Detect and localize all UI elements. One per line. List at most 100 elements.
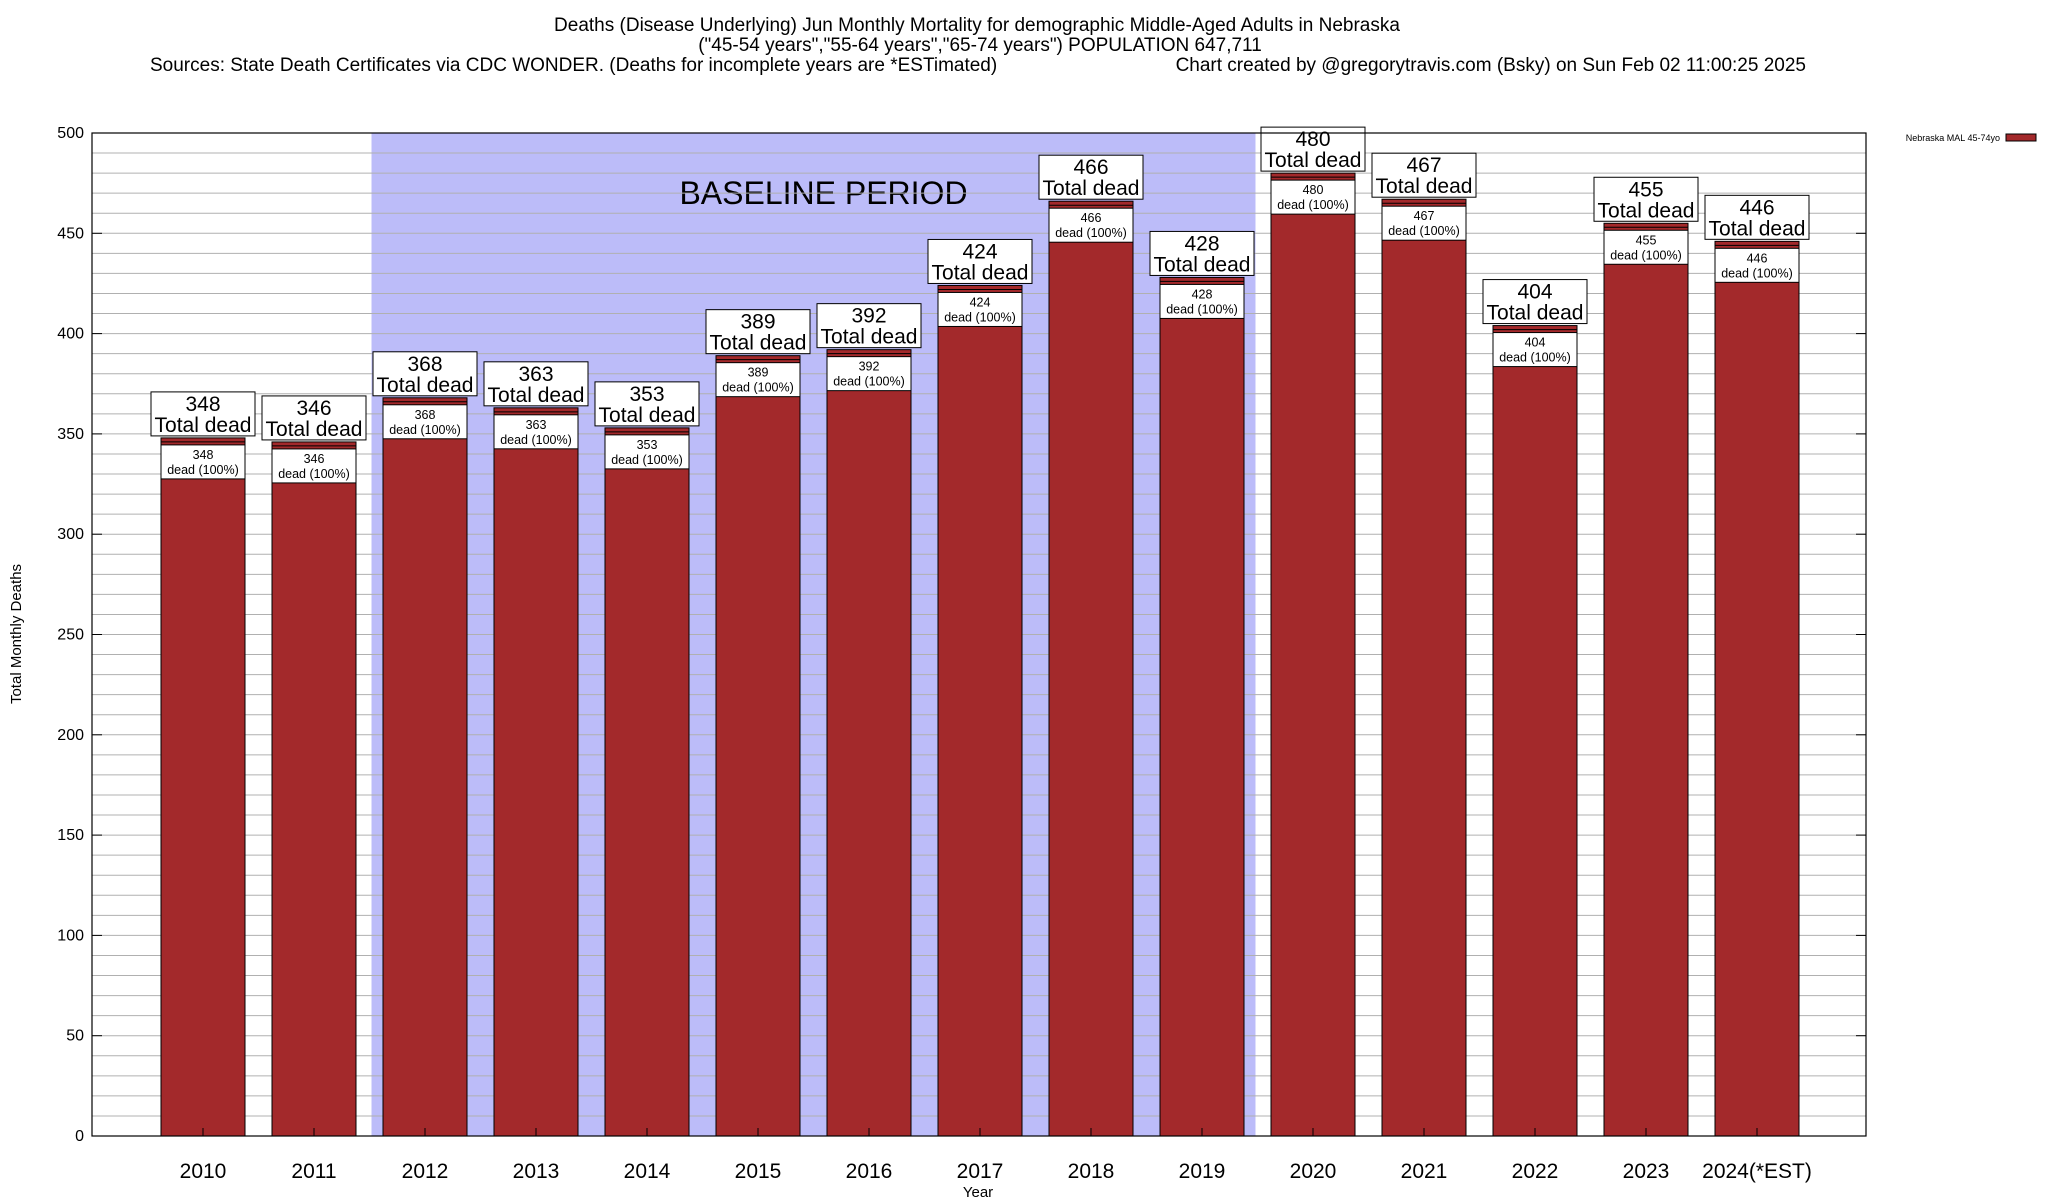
bar-2023 [1603,222,1689,1137]
inner-pct-label: dead (100%) [500,433,572,447]
x-axis-label: Year [963,1184,993,1200]
y-tick-label: 300 [57,526,84,543]
total-dead-label: Total dead [710,332,807,355]
bar-2020 [1270,172,1356,1137]
y-tick-label: 250 [57,627,84,644]
bars [160,172,1800,1137]
y-tick-label: 400 [57,326,84,343]
x-tick-label: 2022 [1512,1160,1559,1183]
inner-label-box [493,414,579,450]
legend-swatch [2005,133,2037,142]
inner-label-box [1381,205,1467,241]
bar-2012 [382,397,468,1137]
total-label-box [705,309,811,355]
total-value-label: 455 [1628,178,1663,201]
inner-label-box [1492,332,1578,368]
title-line-1: Deaths (Disease Underlying) Jun Monthly … [554,15,1400,36]
total-value-label: 353 [629,383,664,406]
total-label-box [1704,194,1810,240]
y-tick-label: 200 [57,727,84,744]
bar-2014 [604,427,690,1137]
inner-value-label: 348 [193,448,214,462]
inner-value-label: 466 [1081,211,1102,225]
x-tick-label: 2015 [735,1160,782,1183]
bar-2017 [937,284,1023,1137]
total-value-label: 428 [1184,232,1219,255]
total-dead-label: Total dead [1154,253,1251,276]
title-line-4: Chart created by @gregorytravis.com (Bsk… [1176,55,1806,76]
total-label-box [1038,154,1144,200]
total-label-box [816,303,922,349]
title-line-2: ("45-54 years","55-64 years","65-74 year… [698,35,1262,56]
total-label-box [150,391,256,437]
bar-2022 [1492,325,1578,1137]
total-value-label: 392 [851,305,886,328]
inner-value-label: 480 [1303,183,1324,197]
total-dead-label: Total dead [932,261,1029,284]
y-tick-label: 350 [57,426,84,443]
bar-2013 [493,407,579,1137]
total-dead-label: Total dead [266,418,363,441]
total-label-box [483,361,589,407]
inner-pct-label: dead (100%) [833,375,905,389]
inner-label-box [1048,207,1134,243]
total-dead-label: Total dead [1043,177,1140,200]
total-value-label: 368 [407,353,442,376]
total-dead-label: Total dead [488,384,585,407]
total-dead-label: Total dead [377,374,474,397]
bar-2010 [160,437,246,1137]
bar-2021 [1381,198,1467,1137]
total-value-label: 480 [1295,128,1330,151]
total-label-box [1149,230,1255,276]
total-value-label: 466 [1073,156,1108,179]
x-tick-label: 2018 [1068,1160,1115,1183]
inner-label-box [271,448,357,484]
inner-value-label: 424 [970,295,991,309]
inner-value-label: 389 [748,366,769,380]
inner-label-box [382,404,468,440]
total-dead-label: Total dead [155,414,252,437]
inner-label-box [604,434,690,470]
total-label-box [927,238,1033,284]
inner-value-label: 363 [526,418,547,432]
total-label-box [1482,279,1588,325]
inner-pct-label: dead (100%) [1499,351,1571,365]
inner-value-label: 346 [304,452,325,466]
x-tick-label: 2021 [1401,1160,1448,1183]
axes: 0 50 100 150 200 250 300 350 400 450 500 2010 2011 20… [8,125,1867,1200]
inner-label-box [937,291,1023,327]
inner-label-box [826,356,912,392]
x-tick-label: 2016 [846,1160,893,1183]
inner-pct-label: dead (100%) [278,467,350,481]
inner-value-label: 392 [859,360,880,374]
total-label-box [372,351,478,397]
inner-pct-label: dead (100%) [167,463,239,477]
inner-pct-label: dead (100%) [389,423,461,437]
bar-2019 [1159,276,1245,1137]
inner-pct-label: dead (100%) [611,453,683,467]
total-value-label: 348 [185,393,220,416]
inner-pct-label: dead (100%) [1388,224,1460,238]
bar-2018 [1048,200,1134,1137]
total-dead-label: Total dead [1598,199,1695,222]
y-tick-label: 50 [66,1028,84,1045]
total-dead-label: Total dead [1265,149,1362,172]
x-tick-label: 2014 [624,1160,671,1183]
total-dead-label: Total dead [1376,175,1473,198]
inner-label-box [1270,179,1356,215]
inner-pct-label: dead (100%) [722,381,794,395]
inner-label-box [160,444,246,480]
x-tick-label: 2020 [1290,1160,1337,1183]
total-value-label: 389 [740,311,775,334]
total-value-label: 404 [1517,281,1552,304]
total-dead-label: Total dead [1709,217,1806,240]
y-axis-label: Total Monthly Deaths [8,564,25,704]
inner-pct-label: dead (100%) [1721,266,1793,280]
total-label-box [594,381,700,427]
inner-label-box [1714,247,1800,283]
inner-value-label: 353 [637,438,658,452]
inner-label-box [1603,229,1689,265]
x-tick-label: 2010 [180,1160,227,1183]
